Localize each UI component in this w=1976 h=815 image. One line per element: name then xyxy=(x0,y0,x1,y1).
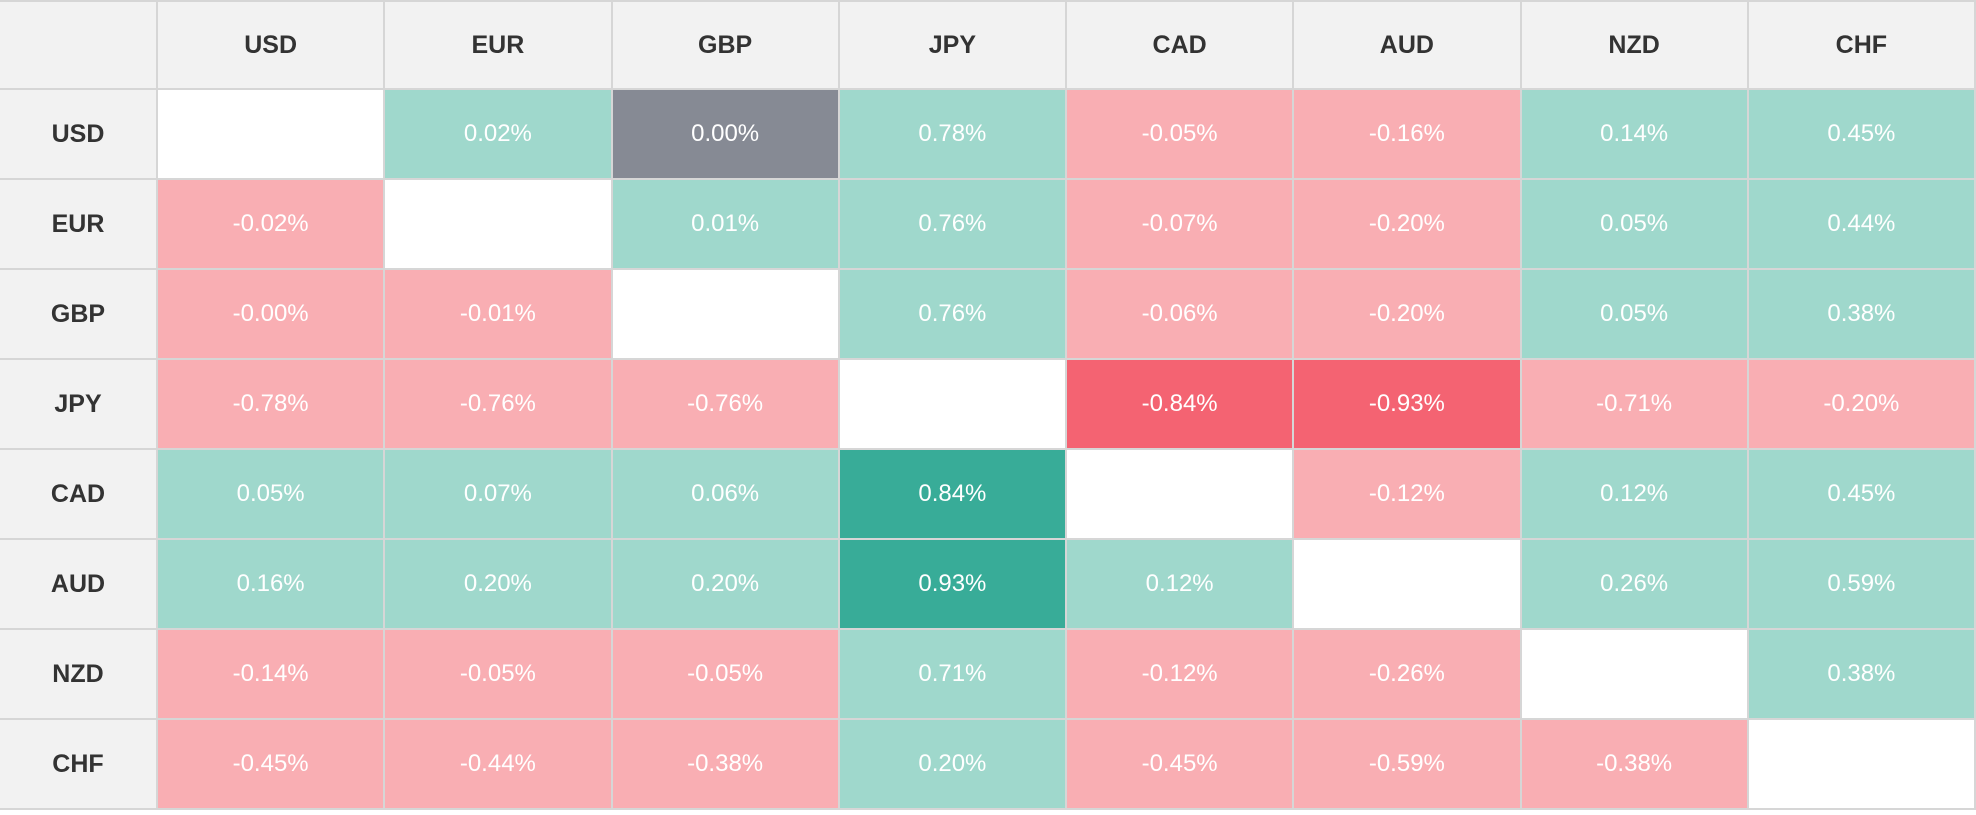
column-header-nzd: NZD xyxy=(1521,0,1749,90)
heatmap-cell-eur-eur xyxy=(385,180,613,270)
heatmap-cell-chf-aud: -0.59% xyxy=(1294,720,1522,810)
heatmap-cell-usd-gbp: 0.00% xyxy=(612,90,840,180)
row-header-jpy: JPY xyxy=(0,360,158,450)
heatmap-cell-eur-nzd: 0.05% xyxy=(1521,180,1749,270)
heatmap-cell-eur-aud: -0.20% xyxy=(1294,180,1522,270)
row-header-eur: EUR xyxy=(0,180,158,270)
column-header-gbp: GBP xyxy=(612,0,840,90)
column-header-cad: CAD xyxy=(1067,0,1295,90)
heatmap-cell-cad-gbp: 0.06% xyxy=(612,450,840,540)
heatmap-cell-jpy-nzd: -0.71% xyxy=(1521,360,1749,450)
heatmap-cell-chf-jpy: 0.20% xyxy=(839,720,1067,810)
heatmap-cell-chf-chf xyxy=(1748,720,1976,810)
heatmap-cell-jpy-usd: -0.78% xyxy=(158,360,386,450)
heatmap-cell-usd-nzd: 0.14% xyxy=(1521,90,1749,180)
heatmap-cell-cad-jpy: 0.84% xyxy=(839,450,1067,540)
heatmap-cell-jpy-eur: -0.76% xyxy=(385,360,613,450)
row-header-chf: CHF xyxy=(0,720,158,810)
column-header-usd: USD xyxy=(158,0,386,90)
heatmap-cell-cad-nzd: 0.12% xyxy=(1521,450,1749,540)
heatmap-cell-jpy-jpy xyxy=(839,360,1067,450)
row-header-aud: AUD xyxy=(0,540,158,630)
heatmap-cell-usd-eur: 0.02% xyxy=(385,90,613,180)
heatmap-cell-cad-chf: 0.45% xyxy=(1748,450,1976,540)
heatmap-cell-nzd-nzd xyxy=(1521,630,1749,720)
heatmap-cell-nzd-cad: -0.12% xyxy=(1067,630,1295,720)
column-header-eur: EUR xyxy=(385,0,613,90)
column-header-aud: AUD xyxy=(1294,0,1522,90)
heatmap-cell-eur-gbp: 0.01% xyxy=(612,180,840,270)
heatmap-cell-gbp-eur: -0.01% xyxy=(385,270,613,360)
heatmap-cell-aud-eur: 0.20% xyxy=(385,540,613,630)
corner-cell xyxy=(0,0,158,90)
heatmap-cell-usd-usd xyxy=(158,90,386,180)
heatmap-cell-jpy-cad: -0.84% xyxy=(1067,360,1295,450)
heatmap-cell-chf-nzd: -0.38% xyxy=(1521,720,1749,810)
heatmap-cell-usd-jpy: 0.78% xyxy=(839,90,1067,180)
heatmap-cell-jpy-chf: -0.20% xyxy=(1748,360,1976,450)
heatmap-cell-cad-aud: -0.12% xyxy=(1294,450,1522,540)
heatmap-cell-chf-gbp: -0.38% xyxy=(612,720,840,810)
heatmap-cell-aud-usd: 0.16% xyxy=(158,540,386,630)
heatmap-cell-aud-aud xyxy=(1294,540,1522,630)
heatmap-cell-nzd-jpy: 0.71% xyxy=(839,630,1067,720)
heatmap-cell-gbp-gbp xyxy=(612,270,840,360)
heatmap-cell-usd-cad: -0.05% xyxy=(1067,90,1295,180)
heatmap-cell-jpy-gbp: -0.76% xyxy=(612,360,840,450)
heatmap-cell-jpy-aud: -0.93% xyxy=(1294,360,1522,450)
heatmap-cell-nzd-usd: -0.14% xyxy=(158,630,386,720)
heatmap-cell-usd-aud: -0.16% xyxy=(1294,90,1522,180)
heatmap-cell-eur-jpy: 0.76% xyxy=(839,180,1067,270)
heatmap-cell-aud-nzd: 0.26% xyxy=(1521,540,1749,630)
heatmap-cell-cad-cad xyxy=(1067,450,1295,540)
heatmap-cell-nzd-aud: -0.26% xyxy=(1294,630,1522,720)
heatmap-cell-gbp-aud: -0.20% xyxy=(1294,270,1522,360)
heatmap-cell-aud-chf: 0.59% xyxy=(1748,540,1976,630)
row-header-usd: USD xyxy=(0,90,158,180)
heatmap-cell-aud-gbp: 0.20% xyxy=(612,540,840,630)
heatmap-cell-nzd-eur: -0.05% xyxy=(385,630,613,720)
heatmap-cell-cad-eur: 0.07% xyxy=(385,450,613,540)
row-header-gbp: GBP xyxy=(0,270,158,360)
heatmap-cell-gbp-jpy: 0.76% xyxy=(839,270,1067,360)
heatmap-cell-gbp-nzd: 0.05% xyxy=(1521,270,1749,360)
heatmap-cell-chf-eur: -0.44% xyxy=(385,720,613,810)
heatmap-cell-usd-chf: 0.45% xyxy=(1748,90,1976,180)
heatmap-cell-gbp-chf: 0.38% xyxy=(1748,270,1976,360)
column-header-jpy: JPY xyxy=(839,0,1067,90)
heatmap-cell-aud-jpy: 0.93% xyxy=(839,540,1067,630)
heatmap-cell-eur-chf: 0.44% xyxy=(1748,180,1976,270)
heatmap-cell-chf-usd: -0.45% xyxy=(158,720,386,810)
heatmap-cell-chf-cad: -0.45% xyxy=(1067,720,1295,810)
heatmap-cell-gbp-usd: -0.00% xyxy=(158,270,386,360)
column-header-chf: CHF xyxy=(1748,0,1976,90)
heatmap-cell-nzd-chf: 0.38% xyxy=(1748,630,1976,720)
row-header-nzd: NZD xyxy=(0,630,158,720)
row-header-cad: CAD xyxy=(0,450,158,540)
heatmap-cell-gbp-cad: -0.06% xyxy=(1067,270,1295,360)
heatmap-cell-eur-cad: -0.07% xyxy=(1067,180,1295,270)
heatmap-cell-nzd-gbp: -0.05% xyxy=(612,630,840,720)
heatmap-cell-aud-cad: 0.12% xyxy=(1067,540,1295,630)
heatmap-cell-cad-usd: 0.05% xyxy=(158,450,386,540)
heatmap-cell-eur-usd: -0.02% xyxy=(158,180,386,270)
